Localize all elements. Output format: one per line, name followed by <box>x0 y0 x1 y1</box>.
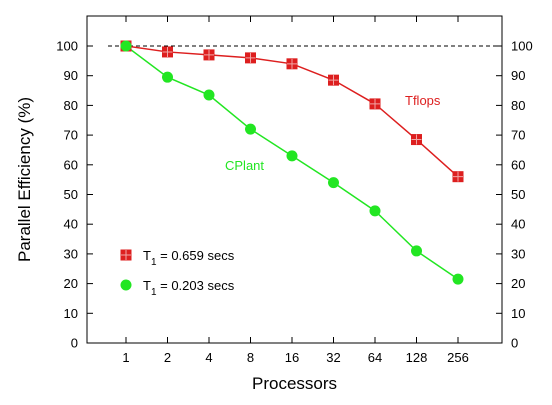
x-tick-label: 256 <box>447 350 469 365</box>
series-labels: Tflops CPlant <box>225 93 441 173</box>
y-tick-label-left: 0 <box>71 336 78 351</box>
y-tick-label-left: 60 <box>64 157 78 172</box>
data-point-cplant <box>452 273 464 285</box>
y-tick-label-right: 0 <box>511 336 518 351</box>
y-tick-label-right: 30 <box>511 246 525 261</box>
data-point-cplant <box>369 205 381 217</box>
x-tick-label: 4 <box>205 350 212 365</box>
y-tick-label-left: 10 <box>64 306 78 321</box>
data-point-tflops <box>162 46 173 58</box>
y-tick-label-right: 100 <box>511 39 533 54</box>
y-tick-label-left: 70 <box>64 128 78 143</box>
y-tick-label-right: 40 <box>511 217 525 232</box>
series-line-cplant <box>125 45 459 280</box>
legend-label: T1 = 0.203 secs <box>143 278 235 298</box>
x-axis-title: Processors <box>252 374 337 393</box>
data-point-tflops <box>328 74 339 86</box>
y-tick-label-left: 30 <box>64 246 78 261</box>
y-tick-label-right: 10 <box>511 306 525 321</box>
y-tick-label-right: 60 <box>511 157 525 172</box>
y-tick-label-left: 50 <box>64 187 78 202</box>
y-tick-label-right: 70 <box>511 128 525 143</box>
data-point-cplant <box>411 245 422 257</box>
legend-entry: T1 = 0.659 secs <box>120 248 235 268</box>
x-tick-label: 32 <box>326 350 340 365</box>
y-tick-label-right: 80 <box>511 98 525 113</box>
legend-entry: T1 = 0.203 secs <box>120 278 235 298</box>
legend: T1 = 0.659 secs T1 = 0.203 secs <box>120 248 235 298</box>
plot-frame <box>86 15 503 344</box>
data-point-cplant <box>162 71 173 83</box>
data-point-cplant <box>286 150 298 162</box>
legend-marker-circle <box>120 279 132 291</box>
series-label-cplant: CPlant <box>225 158 264 173</box>
series-lines <box>125 45 459 280</box>
x-tick-label: 128 <box>406 350 428 365</box>
data-point-cplant <box>328 177 339 189</box>
y-tick-label-right: 50 <box>511 187 525 202</box>
y-tick-label-left: 90 <box>64 68 78 83</box>
y-tick-label-left: 20 <box>64 276 78 291</box>
data-point-cplant <box>120 40 132 52</box>
y-tick-label-right: 90 <box>511 68 525 83</box>
data-point-tflops <box>203 49 215 61</box>
legend-label: T1 = 0.659 secs <box>143 248 235 268</box>
data-point-cplant <box>245 123 256 135</box>
legend-marker-square <box>120 249 132 261</box>
x-tick-label: 1 <box>122 350 129 365</box>
data-point-tflops <box>411 134 422 146</box>
y-tick-label-left: 40 <box>64 217 78 232</box>
data-point-tflops <box>245 52 256 64</box>
x-tick-label: 2 <box>164 350 171 365</box>
axes: 0 0 10 10 20 20 30 30 40 40 50 50 60 60 70 70 80 80 90 90 10… <box>15 15 533 393</box>
y-tick-label-left: 100 <box>56 39 78 54</box>
data-point-cplant <box>203 89 215 101</box>
x-tick-label: 64 <box>368 350 382 365</box>
y-axis-title: Parallel Efficiency (%) <box>15 97 34 262</box>
data-point-tflops <box>369 98 381 110</box>
data-point-tflops <box>286 58 298 70</box>
series-label-tflops: Tflops <box>405 93 441 108</box>
y-tick-label-right: 20 <box>511 276 525 291</box>
series-markers <box>120 40 464 285</box>
x-tick-label: 16 <box>285 350 299 365</box>
data-point-tflops <box>452 171 464 183</box>
x-tick-label: 8 <box>247 350 254 365</box>
y-tick-label-left: 80 <box>64 98 78 113</box>
